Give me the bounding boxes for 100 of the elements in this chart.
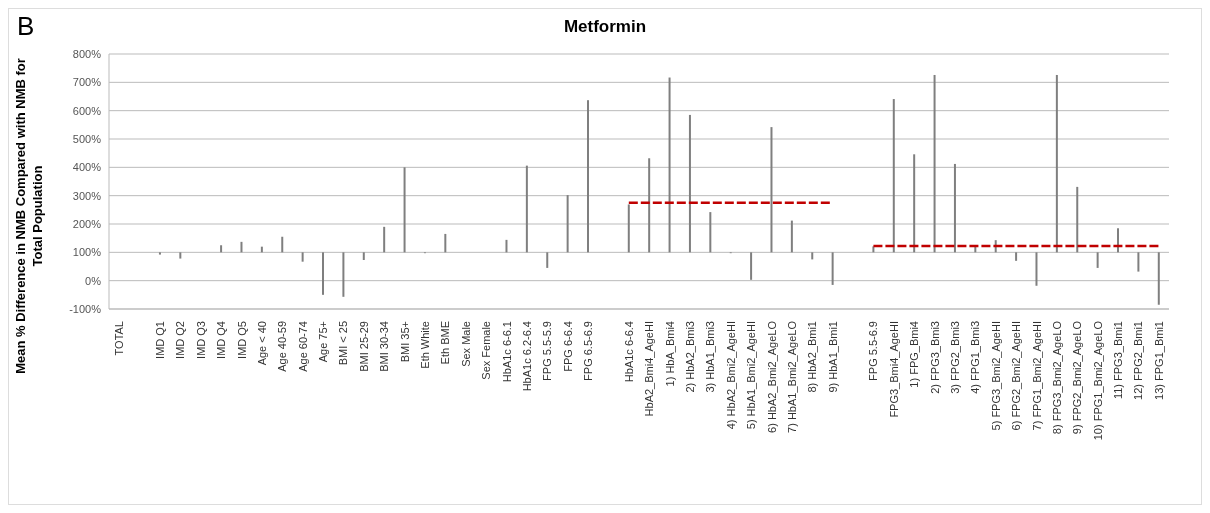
x-tick-label: HbA1c 6-6.4 (622, 321, 635, 383)
x-tick-label: 9) HbA1_Bmi1 (826, 321, 839, 393)
bar (770, 127, 773, 253)
y-tick-label: 500% (72, 132, 102, 145)
bar (301, 252, 304, 262)
x-tick-label: 5) FPG3_Bmi2_AgeHI (989, 321, 1002, 431)
x-tick-label: 5) HbA1_Bmi2_AgeHI (745, 321, 758, 430)
bar (281, 236, 284, 253)
x-tick-label: 8) HbA2_Bmi1 (806, 321, 819, 393)
x-tick-label: IMD Q1 (153, 321, 166, 359)
x-tick-label: BMI 25-29 (357, 321, 370, 372)
x-tick-label: Age 40-59 (276, 321, 289, 372)
y-tick-label: 700% (72, 76, 102, 89)
x-tick-label: BMI 35+ (398, 321, 411, 363)
bar (240, 241, 243, 253)
x-tick-label: Age 75+ (317, 321, 330, 363)
y-tick-label: 0% (85, 274, 102, 287)
x-tick-label: 3) HbA1_Bmi3 (704, 321, 717, 393)
x-tick-label: BMI 30-34 (378, 321, 391, 372)
x-tick-label: 7) HbA1_Bmi2_AgeLO (785, 320, 798, 433)
x-tick-label: HbA1c 6.2-6.4 (520, 321, 533, 392)
x-tick-label: 9) FPG2_Bmi2_AgeLO (1071, 320, 1084, 435)
x-tick-label: IMD Q5 (235, 321, 248, 359)
y-tick-label: 200% (72, 217, 102, 230)
bar (403, 167, 406, 253)
x-tick-label: 13) FPG1_Bmi1 (1152, 321, 1165, 400)
bar (974, 246, 977, 253)
x-tick-label: 6) HbA2_Bmi2_AgeLO (765, 320, 778, 433)
chart-title: Metformin (563, 17, 647, 36)
x-tick-label: Sex Female (480, 321, 493, 380)
bar (750, 252, 753, 280)
bar (505, 239, 508, 253)
bar (546, 252, 549, 268)
bar (1015, 252, 1018, 261)
x-tick-label: HbA1c 6-6.1 (500, 321, 513, 383)
x-tick-label: FPG 5.5-5.9 (541, 321, 554, 381)
bar (790, 220, 793, 253)
x-tick-label: FPG 5.5-6.9 (867, 321, 880, 381)
x-tick-label: TOTAL (113, 321, 126, 356)
x-tick-label: 2) HbA2_Bmi3 (683, 321, 696, 393)
text: B (17, 11, 35, 42)
bar (444, 233, 447, 253)
bar (811, 252, 814, 260)
bar (953, 163, 956, 253)
x-tick-label: 1) FPG_Bmi4 (908, 321, 921, 388)
x-tick-label: Eth White (418, 321, 431, 369)
x-tick-label: 4) HbA2_Bmi2_AgeHI (724, 321, 737, 430)
bar (709, 212, 712, 253)
x-tick-label: 8) FPG3_Bmi2_AgeLO (1050, 320, 1063, 435)
bar (1157, 252, 1160, 305)
bar (1117, 228, 1120, 253)
bar (1096, 252, 1099, 268)
x-tick-label: IMD Q2 (174, 321, 187, 359)
y-axis-title: Mean % Difference in NMB Compared with NMB for Total Population (12, 57, 46, 376)
bar (362, 252, 365, 260)
bar (179, 252, 182, 259)
x-tick-label: FPG3_Bmi4_AgeHI (887, 321, 900, 418)
y-tick-label: 400% (72, 161, 102, 174)
bar (158, 252, 161, 255)
bar (1076, 186, 1079, 253)
x-tick-label: Age < 40 (255, 321, 268, 366)
x-tick-label: 1) HbA_Bmi4 (663, 321, 676, 387)
x-tick-label: 2) FPG3_Bmi3 (928, 321, 941, 394)
y-tick-label: -100% (69, 302, 102, 315)
x-tick-label: 12) FPG2_Bmi1 (1132, 321, 1145, 400)
x-tick-label: 3) FPG2_Bmi3 (948, 321, 961, 394)
bar (831, 252, 834, 285)
x-tick-label: 4) FPG1_Bmi3 (969, 321, 982, 394)
x-tick-label: Age 60-74 (296, 321, 309, 372)
y-tick-label: 100% (72, 246, 102, 259)
x-tick-label: BMI < 25 (337, 321, 350, 366)
bar (872, 246, 875, 253)
bar (627, 204, 630, 253)
x-tick-label: IMD Q4 (215, 321, 228, 359)
bar (342, 252, 345, 297)
bar (892, 99, 895, 253)
bar (322, 252, 325, 295)
x-tick-label: FPG 6.5-6.9 (582, 321, 595, 381)
x-tick-label: HbA2_Bmi4_AgeHI (643, 321, 656, 417)
x-tick-label: FPG 6-6.4 (561, 321, 574, 372)
x-tick-label: 10) FPG1_Bmi2_AgeLO (1091, 320, 1104, 441)
bar (688, 114, 691, 253)
x-tick-label: 6) FPG2_Bmi2_AgeHI (1010, 321, 1023, 431)
bar (1055, 74, 1058, 253)
bar (648, 158, 651, 253)
x-tick-label: 7) FPG1_Bmi2_AgeHI (1030, 321, 1043, 431)
bar (1137, 252, 1140, 272)
bar (913, 154, 916, 253)
x-tick-label: Eth BME (439, 321, 452, 365)
x-tick-label: Sex Male (459, 321, 472, 367)
bar (525, 165, 528, 253)
bar (668, 77, 671, 253)
x-tick-label: 11) FPG3_Bmi1 (1112, 321, 1125, 400)
x-tick-label: IMD Q3 (194, 321, 207, 359)
y-tick-label: 300% (72, 189, 102, 202)
bar (260, 246, 263, 253)
bar (1035, 252, 1038, 286)
bar (220, 245, 223, 253)
bar (933, 74, 936, 253)
y-tick-label: 600% (72, 104, 102, 117)
